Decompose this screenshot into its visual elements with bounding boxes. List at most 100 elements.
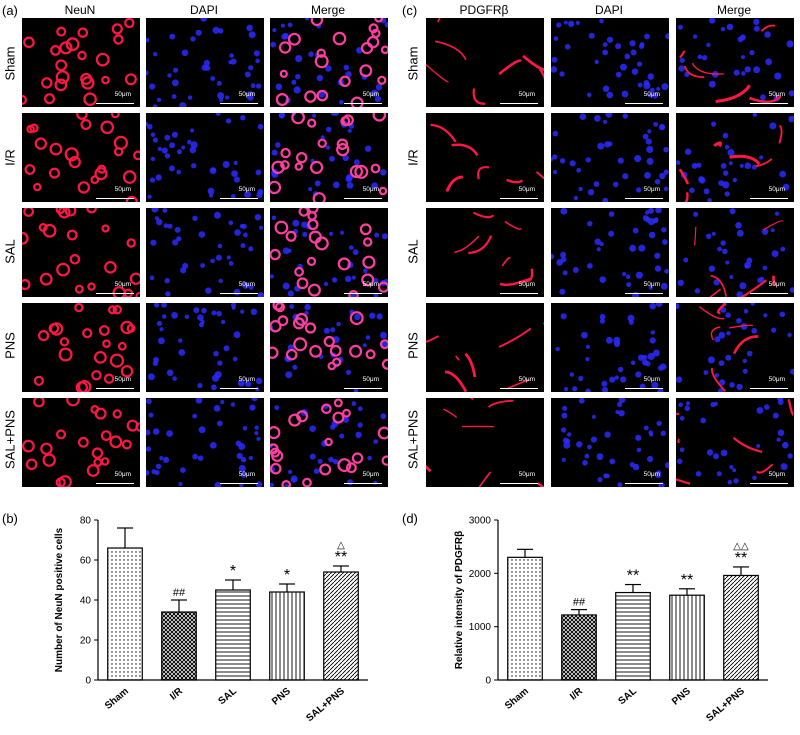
scale-bar: 50μm bbox=[750, 91, 788, 104]
scale-bar-line bbox=[96, 292, 134, 294]
d-significance-top: △△ bbox=[733, 541, 749, 552]
scale-bar-label: 50μm bbox=[518, 471, 535, 478]
b-bar bbox=[215, 589, 251, 681]
scale-bar-label: 50μm bbox=[768, 376, 785, 383]
scale-bar-line bbox=[750, 387, 788, 389]
d-bar bbox=[615, 591, 651, 681]
image-pdgfrb-row4: 50μm bbox=[426, 398, 544, 487]
row-label-a-salpns: SAL+PNS bbox=[2, 410, 18, 469]
scale-bar-label: 50μm bbox=[768, 471, 785, 478]
scale-bar: 50μm bbox=[625, 376, 663, 389]
image-merge-c-row2: 50μm bbox=[676, 208, 794, 297]
b-significance: ## bbox=[173, 587, 186, 599]
b-significance: ** bbox=[335, 549, 347, 566]
scale-bar-label: 50μm bbox=[518, 281, 535, 288]
scale-bar-line bbox=[344, 197, 382, 199]
scale-bar-label: 50μm bbox=[238, 471, 255, 478]
b-significance: * bbox=[284, 567, 290, 584]
d-significance: ** bbox=[681, 572, 693, 589]
image-pdgfrb-row1: 50μm bbox=[426, 113, 544, 202]
image-dapi-a-row1: 50μm bbox=[146, 113, 264, 202]
d-ytick-label: 0 bbox=[485, 676, 491, 687]
scale-bar-line bbox=[750, 102, 788, 104]
row-label-a-pns: PNS bbox=[2, 332, 18, 359]
scale-bar: 50μm bbox=[220, 281, 258, 294]
scale-bar-label: 50μm bbox=[238, 91, 255, 98]
scale-bar: 50μm bbox=[344, 91, 382, 104]
image-dapi-a-row2: 50μm bbox=[146, 208, 264, 297]
image-pdgfrb-row2: 50μm bbox=[426, 208, 544, 297]
scale-bar-label: 50μm bbox=[238, 281, 255, 288]
image-neun-row2: 50μm bbox=[22, 208, 140, 297]
d-ytick-label: 3000 bbox=[469, 516, 492, 527]
image-merge-a-row0: 50μm bbox=[270, 18, 388, 107]
scale-bar: 50μm bbox=[96, 281, 134, 294]
scale-bar-line bbox=[344, 102, 382, 104]
image-neun-row0: 50μm bbox=[22, 18, 140, 107]
chart-pdgfrb-intensity: 0 1000 2000 3000 Relative intensity of PDGFR… bbox=[454, 516, 768, 724]
scale-bar: 50μm bbox=[220, 91, 258, 104]
scale-bar: 50μm bbox=[344, 281, 382, 294]
scale-bar: 50μm bbox=[344, 471, 382, 484]
scale-bar-label: 50μm bbox=[643, 376, 660, 383]
scale-bar-label: 50μm bbox=[362, 471, 379, 478]
scale-bar-label: 50μm bbox=[362, 376, 379, 383]
scale-bar: 50μm bbox=[625, 91, 663, 104]
scale-bar: 50μm bbox=[500, 376, 538, 389]
row-label-c-sham: Sham bbox=[405, 46, 421, 81]
row-label-c-sal: SAL bbox=[405, 239, 421, 264]
scale-bar-line bbox=[750, 292, 788, 294]
image-neun-row4: 50μm bbox=[22, 398, 140, 487]
scale-bar-line bbox=[500, 387, 538, 389]
col-header-dapi-a: DAPI bbox=[189, 3, 218, 17]
scale-bar-line bbox=[96, 102, 134, 104]
row-label-a-ir: I/R bbox=[2, 149, 18, 166]
scale-bar-label: 50μm bbox=[768, 186, 785, 193]
scale-bar-label: 50μm bbox=[643, 186, 660, 193]
b-bar bbox=[323, 571, 359, 681]
scale-bar-label: 50μm bbox=[518, 376, 535, 383]
image-merge-c-row1: 50μm bbox=[676, 113, 794, 202]
row-label-c-salpns: SAL+PNS bbox=[405, 410, 421, 469]
scale-bar-label: 50μm bbox=[643, 91, 660, 98]
b-significance: * bbox=[230, 563, 236, 580]
panel-a-letter: (a) bbox=[2, 3, 18, 18]
d-category-label: PNS bbox=[670, 686, 693, 708]
scale-bar-label: 50μm bbox=[518, 91, 535, 98]
b-ytick-label: 40 bbox=[80, 596, 92, 607]
scale-bar-label: 50μm bbox=[643, 281, 660, 288]
scale-bar-line bbox=[220, 197, 258, 199]
scale-bar-line bbox=[625, 387, 663, 389]
d-ytick-label: 1000 bbox=[469, 622, 492, 633]
scale-bar-label: 50μm bbox=[643, 471, 660, 478]
col-header-pdgfrb: PDGFRβ bbox=[459, 3, 509, 17]
scale-bar-line bbox=[625, 102, 663, 104]
d-ylabel: Relative intensity of PDGFRβ bbox=[454, 531, 465, 669]
scale-bar: 50μm bbox=[344, 376, 382, 389]
scale-bar-label: 50μm bbox=[768, 281, 785, 288]
scale-bar-label: 50μm bbox=[114, 376, 131, 383]
scale-bar: 50μm bbox=[500, 186, 538, 199]
image-merge-a-row3: 50μm bbox=[270, 303, 388, 392]
scale-bar: 50μm bbox=[750, 281, 788, 294]
b-category-label: SAL bbox=[217, 686, 239, 707]
col-header-dapi-c: DAPI bbox=[594, 3, 623, 17]
image-dapi-a-row0: 50μm bbox=[146, 18, 264, 107]
d-category-label: Sham bbox=[503, 686, 531, 712]
image-pdgfrb-row0: 50μm bbox=[426, 18, 544, 107]
d-bar bbox=[561, 614, 597, 681]
scale-bar: 50μm bbox=[96, 376, 134, 389]
d-bar bbox=[669, 594, 705, 681]
scale-bar-line bbox=[625, 197, 663, 199]
image-merge-c-row4: 50μm bbox=[676, 398, 794, 487]
scale-bar-line bbox=[500, 197, 538, 199]
scale-bar: 50μm bbox=[750, 376, 788, 389]
scale-bar-line bbox=[750, 482, 788, 484]
scale-bar: 50μm bbox=[96, 471, 134, 484]
col-header-neun: NeuN bbox=[64, 3, 96, 17]
col-header-merge-c: Merge bbox=[716, 3, 751, 17]
scale-bar-line bbox=[96, 482, 134, 484]
row-label-a-sal: SAL bbox=[2, 239, 18, 264]
d-bar bbox=[507, 556, 543, 681]
row-label-c-pns: PNS bbox=[405, 332, 421, 359]
